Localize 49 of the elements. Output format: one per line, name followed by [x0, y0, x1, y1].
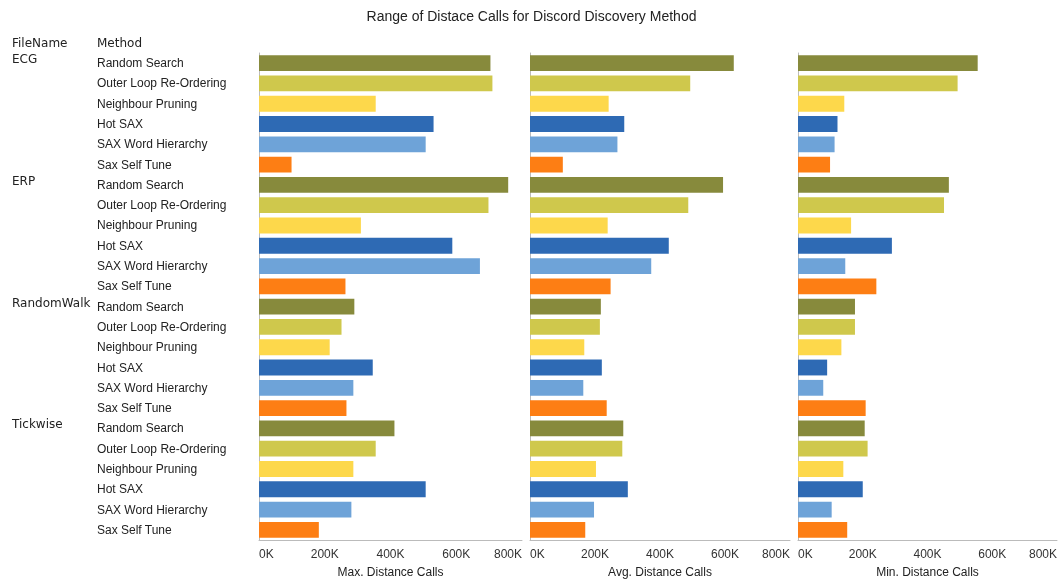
y-tick-label: Sax Self Tune — [97, 279, 173, 294]
x-tick-label: 600K — [978, 547, 1007, 561]
text: RandomWalk — [12, 295, 91, 310]
x-tick-label: 0K — [798, 547, 813, 561]
y-tick-label: Random Search — [97, 177, 184, 192]
y-tick-label: SAX Word Hierarchy — [97, 259, 208, 274]
y-tick-label: Sax Self Tune — [97, 401, 173, 416]
x-tick-label: 200K — [310, 547, 339, 561]
y-tick-label: Sax Self Tune — [97, 157, 173, 172]
x-tick-label: 600K — [710, 547, 740, 561]
y-tick-label: Neighbour Pruning — [97, 340, 198, 355]
x-tick-label: 400K — [376, 547, 405, 561]
y-tick-label: Random Search — [97, 299, 184, 314]
y-tick-label: Neighbour Pruning — [97, 96, 198, 111]
y-tick-label: Outer Loop Re-Ordering — [97, 198, 227, 213]
text: Tickwise — [11, 417, 63, 432]
x-tick-label: 800K — [761, 547, 790, 561]
x-tick-label: 400K — [913, 547, 942, 561]
x-tick-label: 200K — [848, 547, 877, 561]
y-tick-label: Hot SAX — [97, 360, 144, 375]
x-tick-label: 0K — [259, 547, 274, 561]
y-tick-label: Hot SAX — [97, 238, 144, 253]
y-tick-label: Outer Loop Re-Ordering — [97, 76, 227, 91]
y-tick-label: Outer Loop Re-Ordering — [97, 441, 227, 456]
text: ECG — [12, 52, 38, 67]
y-tick-label: Random Search — [97, 421, 184, 436]
y-tick-label: Outer Loop Re-Ordering — [97, 319, 227, 334]
x-axis-title: Avg. Distance Calls — [608, 565, 712, 579]
y-tick-label: SAX Word Hierarchy — [97, 137, 208, 152]
y-tick-label: Neighbour Pruning — [97, 218, 198, 233]
y-tick-label: SAX Word Hierarchy — [97, 502, 208, 517]
y-tick-label: Hot SAX — [97, 117, 144, 132]
y-tick-label: Random Search — [97, 56, 184, 71]
text: FileName — [12, 36, 68, 50]
text: Method — [97, 36, 143, 50]
y-tick-label: Hot SAX — [97, 482, 144, 497]
x-tick-label: 800K — [1028, 547, 1057, 561]
x-axis-title: Max. Distance Calls — [337, 565, 444, 579]
x-tick-label: 0K — [530, 547, 545, 561]
text: ERP — [12, 173, 36, 188]
x-tick-label: 800K — [493, 547, 522, 561]
x-tick-label: 400K — [645, 547, 675, 561]
x-tick-label: 200K — [580, 547, 610, 561]
y-tick-label: Neighbour Pruning — [97, 461, 198, 476]
y-tick-label: Sax Self Tune — [97, 522, 173, 537]
chart-title: Range of Distace Calls for Discord Discovery Method — [365, 8, 698, 24]
x-axis-title: Min. Distance Calls — [876, 565, 979, 579]
y-tick-label: SAX Word Hierarchy — [97, 380, 208, 395]
x-tick-label: 600K — [442, 547, 471, 561]
